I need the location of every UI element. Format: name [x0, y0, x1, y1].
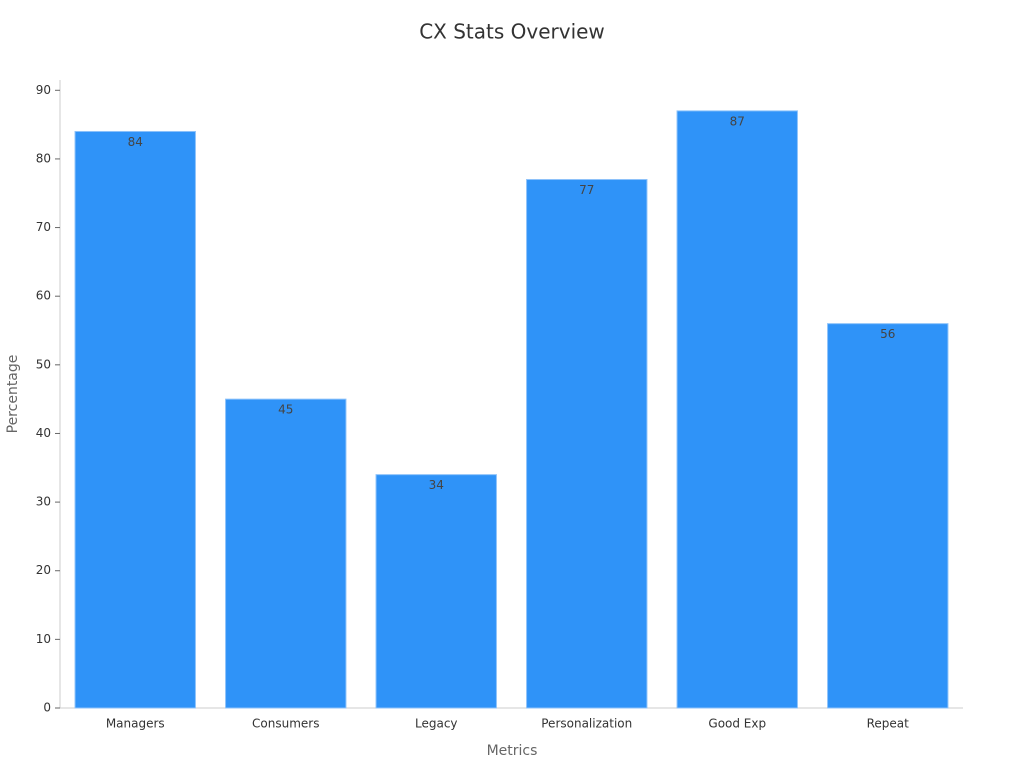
x-tick-label: Repeat: [867, 717, 910, 731]
y-tick-label: 10: [36, 632, 51, 646]
y-tick-label: 40: [36, 426, 51, 440]
x-axis-label: Metrics: [487, 743, 538, 759]
value-label: 45: [278, 403, 293, 417]
y-tick-label: 80: [36, 151, 51, 165]
y-tick-label: 50: [36, 357, 51, 371]
y-tick-label: 20: [36, 563, 51, 577]
y-tick-label: 70: [36, 220, 51, 234]
y-tick-label: 90: [36, 83, 51, 97]
chart-title: CX Stats Overview: [419, 20, 605, 44]
y-tick-label: 60: [36, 289, 51, 303]
value-label: 34: [429, 478, 444, 492]
bar: [375, 474, 497, 709]
x-tick-label: Consumers: [252, 717, 319, 731]
bar: [526, 179, 648, 709]
x-tick-label: Legacy: [415, 717, 458, 731]
value-label: 56: [880, 327, 895, 341]
x-tick-label: Personalization: [541, 717, 632, 731]
y-tick-label: 0: [43, 701, 51, 715]
y-tick-label: 30: [36, 495, 51, 509]
value-label: 87: [730, 114, 745, 128]
value-label: 84: [128, 135, 143, 149]
value-label: 77: [579, 183, 594, 197]
x-tick-label: Good Exp: [708, 717, 766, 731]
x-tick-label: Managers: [106, 717, 165, 731]
bar: [74, 130, 196, 709]
y-axis-label: Percentage: [5, 355, 21, 434]
bar: [225, 398, 347, 709]
bar: [827, 323, 949, 709]
bar: [676, 110, 798, 709]
